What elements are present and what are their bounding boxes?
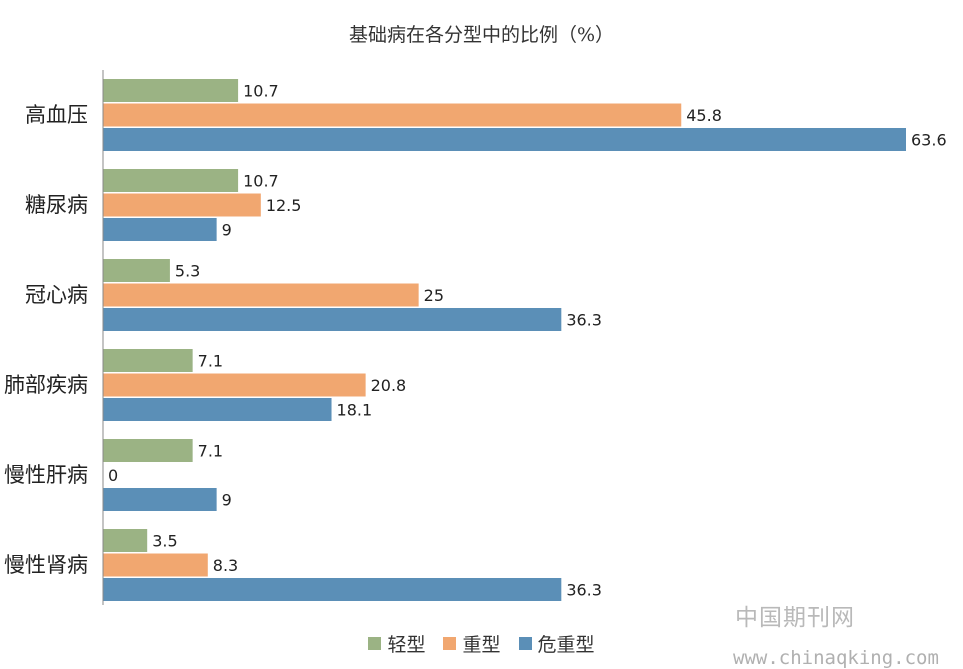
legend-item-critical[interactable]: 危重型	[518, 630, 595, 657]
data-label-2-0: 5.3	[175, 262, 200, 281]
bar-mild-3	[103, 349, 193, 372]
chart-title: 基础病在各分型中的比例（%）	[348, 24, 615, 46]
legend-swatch-severe	[443, 637, 457, 650]
legend-label-severe: 重型	[462, 634, 501, 656]
legend-label-mild: 轻型	[387, 634, 426, 656]
legend-swatch-critical	[518, 637, 532, 650]
category-label-4: 慢性肝病	[4, 463, 88, 487]
data-label-5-1: 8.3	[213, 556, 238, 575]
data-label-0-1: 45.8	[686, 106, 722, 125]
data-label-3-1: 20.8	[371, 376, 407, 395]
watermark-text: 中国期刊网	[735, 605, 855, 631]
data-label-1-2: 9	[222, 221, 232, 240]
data-label-3-2: 18.1	[337, 401, 373, 420]
bar-mild-2	[103, 259, 170, 282]
data-label-3-0: 7.1	[198, 352, 223, 371]
data-label-2-2: 36.3	[566, 311, 602, 330]
bar-critical-5	[103, 578, 562, 601]
legend-item-mild[interactable]: 轻型	[368, 630, 425, 657]
legend-swatch-mild	[368, 637, 382, 650]
bar-critical-2	[103, 308, 562, 331]
bar-critical-4	[103, 488, 217, 511]
bar-severe-0	[103, 103, 682, 127]
data-label-4-1: 0	[108, 466, 118, 485]
bar-severe-2	[103, 283, 419, 307]
bar-critical-1	[103, 218, 217, 241]
data-label-2-1: 25	[424, 286, 444, 305]
category-label-0: 高血压	[25, 103, 88, 127]
bar-severe-3	[103, 373, 366, 397]
bar-severe-1	[103, 193, 261, 217]
data-label-5-2: 36.3	[566, 581, 602, 600]
category-label-1: 糖尿病	[25, 193, 88, 217]
data-label-1-1: 12.5	[266, 196, 302, 215]
bar-critical-3	[103, 398, 332, 421]
bar-mild-5	[103, 529, 148, 552]
legend: 轻型 重型 危重型	[0, 630, 963, 657]
bar-mild-0	[103, 79, 239, 102]
bar-critical-0	[103, 128, 906, 151]
legend-label-critical: 危重型	[537, 634, 595, 656]
category-label-2: 冠心病	[25, 283, 88, 307]
data-label-4-0: 7.1	[198, 442, 223, 461]
data-label-4-2: 9	[222, 491, 232, 510]
bar-severe-5	[103, 553, 208, 577]
watermark-url[interactable]: www.chinaqking.com	[733, 647, 939, 669]
bar-mild-4	[103, 439, 193, 462]
category-label-5: 慢性肾病	[4, 553, 88, 577]
data-label-5-0: 3.5	[152, 532, 177, 551]
legend-item-severe[interactable]: 重型	[443, 630, 501, 657]
category-label-3: 肺部疾病	[4, 373, 88, 397]
bar-mild-1	[103, 169, 239, 192]
data-label-0-0: 10.7	[243, 82, 279, 101]
data-label-1-0: 10.7	[243, 172, 279, 191]
data-label-0-2: 63.6	[911, 131, 947, 150]
